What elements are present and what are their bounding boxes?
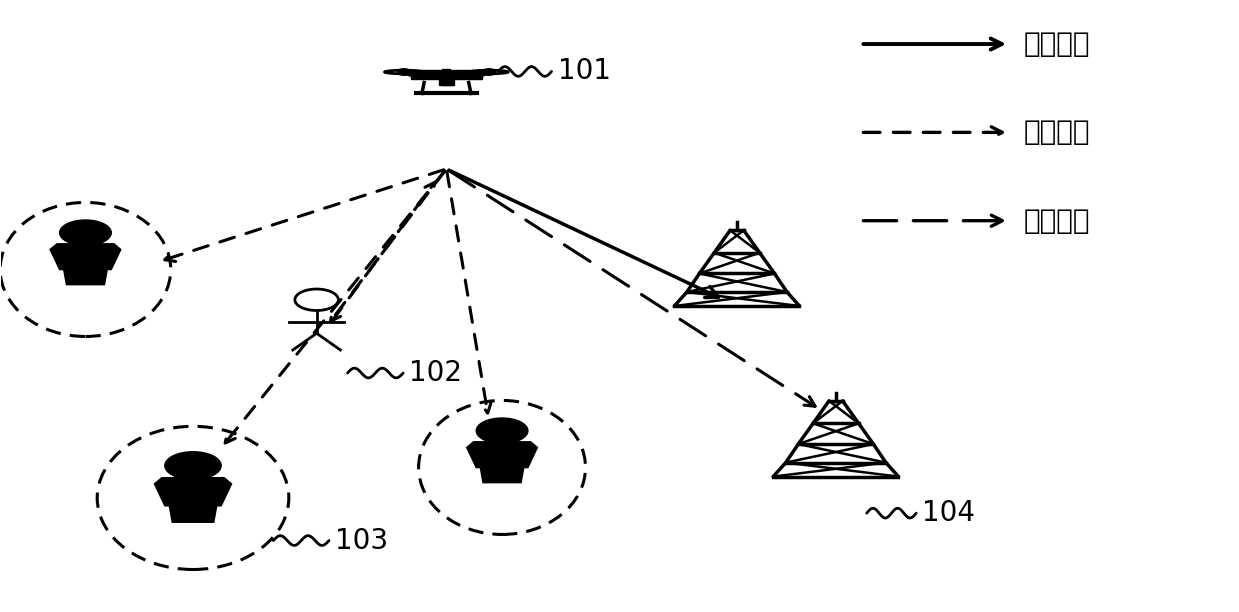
Text: 102: 102 — [409, 359, 462, 387]
Text: 干扰链路: 干扰链路 — [1023, 207, 1090, 235]
Circle shape — [165, 452, 222, 480]
Text: 窃听链路: 窃听链路 — [1023, 118, 1090, 146]
Polygon shape — [481, 468, 524, 483]
Text: 104: 104 — [922, 499, 975, 527]
Polygon shape — [467, 442, 538, 468]
Circle shape — [482, 69, 496, 75]
Polygon shape — [50, 244, 121, 270]
Text: 101: 101 — [558, 58, 611, 86]
Bar — [440, 80, 453, 86]
Polygon shape — [155, 478, 232, 506]
Bar — [442, 69, 451, 85]
Polygon shape — [63, 270, 108, 285]
Circle shape — [476, 418, 528, 444]
Text: 合法链路: 合法链路 — [1023, 30, 1090, 58]
Circle shape — [398, 69, 410, 75]
Bar — [411, 70, 482, 79]
Circle shape — [59, 220, 112, 245]
Text: 103: 103 — [336, 526, 388, 554]
Polygon shape — [170, 506, 217, 522]
